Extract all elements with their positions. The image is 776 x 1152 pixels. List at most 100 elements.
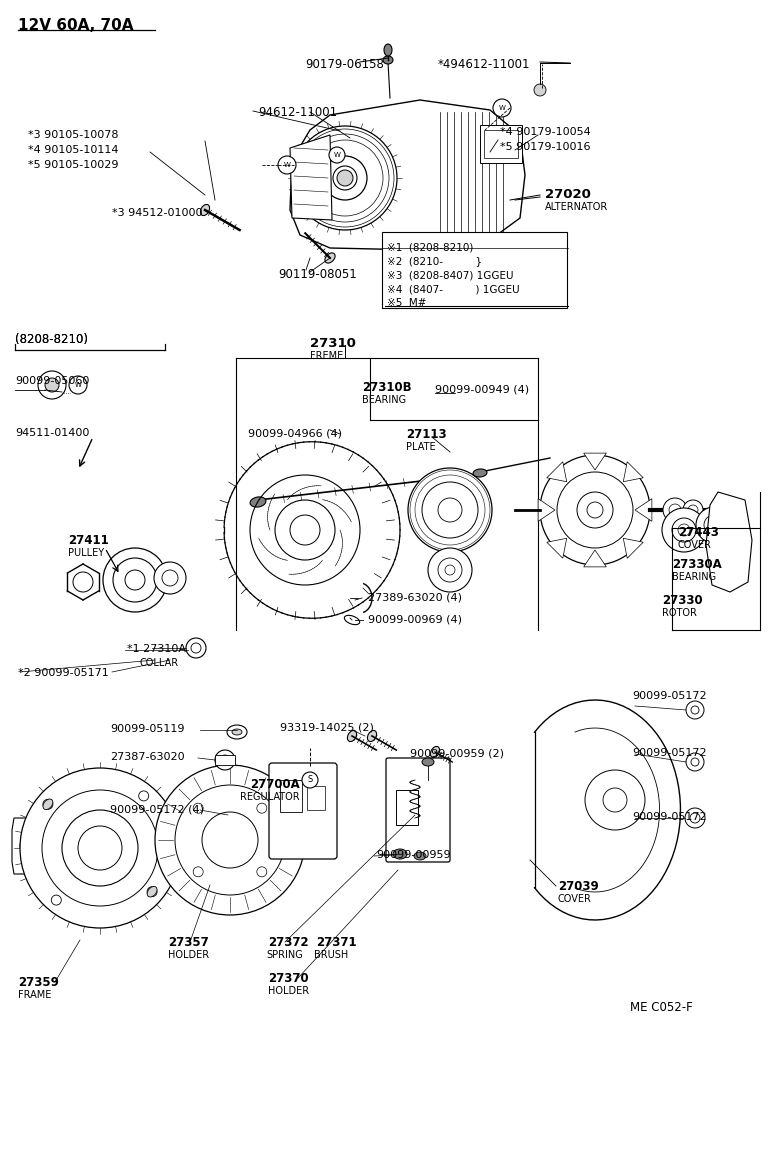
FancyBboxPatch shape — [269, 763, 337, 859]
Text: 90099-00959 (2): 90099-00959 (2) — [410, 748, 504, 758]
Circle shape — [43, 799, 53, 810]
Bar — [484, 130, 518, 158]
Circle shape — [337, 170, 353, 185]
Ellipse shape — [147, 886, 157, 897]
Circle shape — [42, 790, 158, 905]
Text: *3 90105-10078: *3 90105-10078 — [28, 130, 119, 141]
Ellipse shape — [348, 730, 357, 742]
Circle shape — [445, 564, 455, 575]
Circle shape — [78, 826, 122, 870]
Circle shape — [162, 570, 178, 586]
Text: ALTERNATOR: ALTERNATOR — [545, 202, 608, 212]
Ellipse shape — [473, 469, 487, 477]
Circle shape — [438, 558, 462, 582]
Bar — [307, 786, 325, 810]
Circle shape — [51, 895, 61, 905]
Circle shape — [38, 371, 66, 399]
Ellipse shape — [43, 799, 53, 810]
Circle shape — [329, 147, 345, 162]
Text: 90099-00959: 90099-00959 — [376, 850, 451, 861]
Text: FREME: FREME — [310, 351, 343, 361]
Ellipse shape — [200, 204, 210, 215]
Text: 93319-14025 (2): 93319-14025 (2) — [280, 722, 374, 732]
Text: 27387-63020: 27387-63020 — [110, 752, 185, 761]
Text: 27020: 27020 — [545, 188, 591, 200]
Text: 27411: 27411 — [68, 535, 109, 547]
Text: ※3  (8208-8407) 1GGEU: ※3 (8208-8407) 1GGEU — [387, 270, 514, 280]
Text: COVER: COVER — [558, 894, 592, 904]
Text: W: W — [74, 382, 81, 388]
Circle shape — [290, 515, 320, 545]
Text: ※4  (8407-          ) 1GGEU: ※4 (8407- ) 1GGEU — [387, 285, 520, 294]
Circle shape — [577, 492, 613, 528]
Circle shape — [683, 500, 703, 520]
Ellipse shape — [367, 730, 376, 742]
Text: 27310: 27310 — [310, 338, 356, 350]
Circle shape — [323, 156, 367, 200]
Circle shape — [557, 472, 633, 548]
Text: W: W — [334, 152, 341, 158]
Text: 94511-01400: 94511-01400 — [15, 429, 89, 438]
Circle shape — [175, 785, 285, 895]
Circle shape — [215, 750, 235, 770]
Circle shape — [672, 518, 696, 541]
Text: SPRING: SPRING — [266, 950, 303, 960]
Text: 90099-05172: 90099-05172 — [632, 812, 707, 823]
Circle shape — [690, 813, 700, 823]
Text: ※2  (8210-          }: ※2 (8210- } — [387, 256, 482, 266]
Polygon shape — [547, 462, 566, 482]
Circle shape — [155, 765, 305, 915]
Text: ※1  (8208-8210): ※1 (8208-8210) — [387, 242, 473, 252]
Circle shape — [147, 887, 157, 896]
Circle shape — [73, 573, 93, 592]
Circle shape — [438, 498, 462, 522]
Text: COLLAR: COLLAR — [140, 658, 179, 668]
Text: BEARING: BEARING — [362, 395, 406, 406]
Ellipse shape — [232, 729, 242, 735]
Text: 27370: 27370 — [268, 972, 309, 985]
Text: 90099-05172: 90099-05172 — [632, 748, 707, 758]
Text: 27310B: 27310B — [362, 381, 411, 394]
Circle shape — [662, 508, 706, 552]
Text: 27371: 27371 — [316, 935, 357, 949]
Text: PLATE: PLATE — [406, 442, 435, 452]
Text: *4 90179-10054: *4 90179-10054 — [500, 127, 591, 137]
Polygon shape — [623, 462, 643, 482]
Circle shape — [278, 156, 296, 174]
Polygon shape — [623, 538, 643, 559]
Text: *5 90105-10029: *5 90105-10029 — [28, 160, 119, 170]
Circle shape — [139, 791, 149, 801]
Circle shape — [704, 515, 724, 535]
Circle shape — [103, 548, 167, 612]
Text: 27700A: 27700A — [250, 778, 300, 791]
Circle shape — [691, 706, 699, 714]
Circle shape — [428, 548, 472, 592]
Polygon shape — [12, 818, 44, 874]
Text: 90179-06158: 90179-06158 — [305, 58, 384, 71]
Polygon shape — [538, 499, 555, 522]
Text: 27359: 27359 — [18, 976, 59, 990]
Circle shape — [154, 562, 186, 594]
Text: 27113: 27113 — [406, 429, 447, 441]
Circle shape — [587, 502, 603, 518]
Ellipse shape — [383, 56, 393, 65]
Text: 90099-00949 (4): 90099-00949 (4) — [435, 385, 529, 395]
Circle shape — [125, 570, 145, 590]
Text: 90099-05172: 90099-05172 — [632, 691, 707, 702]
Text: 27330: 27330 — [662, 594, 702, 607]
Circle shape — [20, 768, 180, 929]
Ellipse shape — [345, 615, 359, 624]
Text: *3 94512-01000: *3 94512-01000 — [112, 209, 203, 218]
Circle shape — [422, 482, 478, 538]
Ellipse shape — [431, 746, 439, 758]
Polygon shape — [584, 550, 606, 567]
Ellipse shape — [384, 44, 392, 56]
FancyBboxPatch shape — [386, 758, 450, 862]
Circle shape — [186, 638, 206, 658]
Text: *1 27310A: *1 27310A — [127, 644, 186, 654]
Circle shape — [193, 803, 203, 813]
Ellipse shape — [250, 497, 266, 507]
Text: *5 90179-10016: *5 90179-10016 — [500, 142, 591, 152]
Text: 27443: 27443 — [678, 526, 719, 539]
Text: ME C052-F: ME C052-F — [630, 1001, 693, 1014]
